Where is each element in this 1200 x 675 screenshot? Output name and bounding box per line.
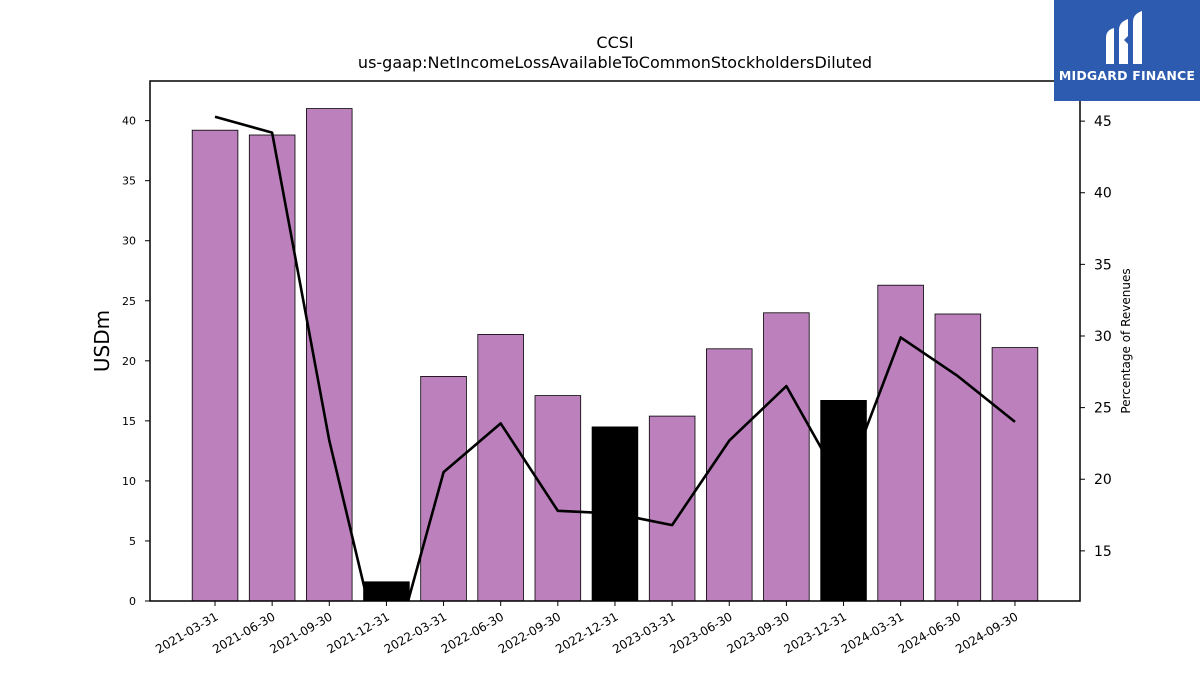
y2-tick-label: 15: [1094, 544, 1112, 560]
x-tick-label: 2023-12-31: [782, 609, 849, 656]
brand-name: MIDGARD FINANCE: [1058, 68, 1196, 83]
bar: [477, 333, 524, 602]
bar: [191, 129, 239, 602]
chart-title: CCSI: [596, 33, 633, 52]
x-tick-label: 2022-12-31: [553, 609, 620, 656]
x-tick-label: 2021-12-31: [324, 609, 391, 656]
y-tick-label: 35: [122, 175, 136, 188]
bar: [991, 347, 1039, 602]
x-tick-label: 2021-03-31: [153, 609, 220, 656]
y-tick-label: 5: [129, 535, 136, 548]
x-tick-label: 2023-03-31: [610, 609, 677, 656]
bar: [763, 312, 810, 602]
y-tick-label: 0: [129, 595, 136, 608]
y2-tick-label: 45: [1094, 114, 1112, 130]
series-line: [214, 115, 1016, 601]
bar: [820, 399, 867, 602]
y-tick-label: 25: [122, 295, 136, 308]
y2-tick-label: 30: [1094, 329, 1112, 345]
y2-axis-label: Percentage of Revenues: [1119, 268, 1133, 413]
bar: [248, 134, 296, 602]
y-axis-label: USDm: [90, 310, 114, 372]
bar: [534, 395, 582, 602]
y2-tick-label: 35: [1094, 257, 1112, 273]
x-tick-label: 2022-03-31: [382, 609, 449, 656]
x-tick-label: 2023-09-30: [724, 609, 791, 656]
y-tick-label: 15: [122, 415, 136, 428]
x-tick-label: 2024-03-31: [839, 609, 906, 656]
x-tick-label: 2024-06-30: [896, 609, 963, 656]
x-tick-label: 2024-09-30: [953, 609, 1020, 656]
x-tick-label: 2021-09-30: [267, 609, 334, 656]
bar: [877, 284, 924, 602]
y2-tick-label: 25: [1094, 401, 1112, 417]
y-tick-label: 30: [122, 235, 136, 248]
x-tick-label: 2022-09-30: [496, 609, 563, 656]
x-tick-label: 2021-06-30: [210, 609, 277, 656]
bar: [420, 375, 467, 602]
y-tick-label: 20: [122, 355, 136, 368]
y2-tick-label: 40: [1094, 186, 1112, 202]
bar: [363, 581, 410, 602]
bar: [934, 313, 982, 602]
bar: [706, 348, 753, 602]
bar: [648, 415, 696, 602]
brand-logo: MIDGARD FINANCE: [1054, 0, 1200, 101]
chart-subtitle: us-gaap:NetIncomeLossAvailableToCommonSt…: [358, 53, 872, 72]
y2-tick-label: 20: [1094, 472, 1112, 488]
y-tick-label: 40: [122, 115, 136, 128]
plot-area: 0 5 10 15 20 25 30 35 40 15 20 25 30 35 40 45 2021-03-31…: [122, 80, 1112, 656]
y-tick-label: 10: [122, 475, 136, 488]
midgard-logo-icon: [1106, 11, 1142, 64]
x-tick-label: 2023-06-30: [667, 609, 734, 656]
x-tick-label: 2022-06-30: [439, 609, 506, 656]
